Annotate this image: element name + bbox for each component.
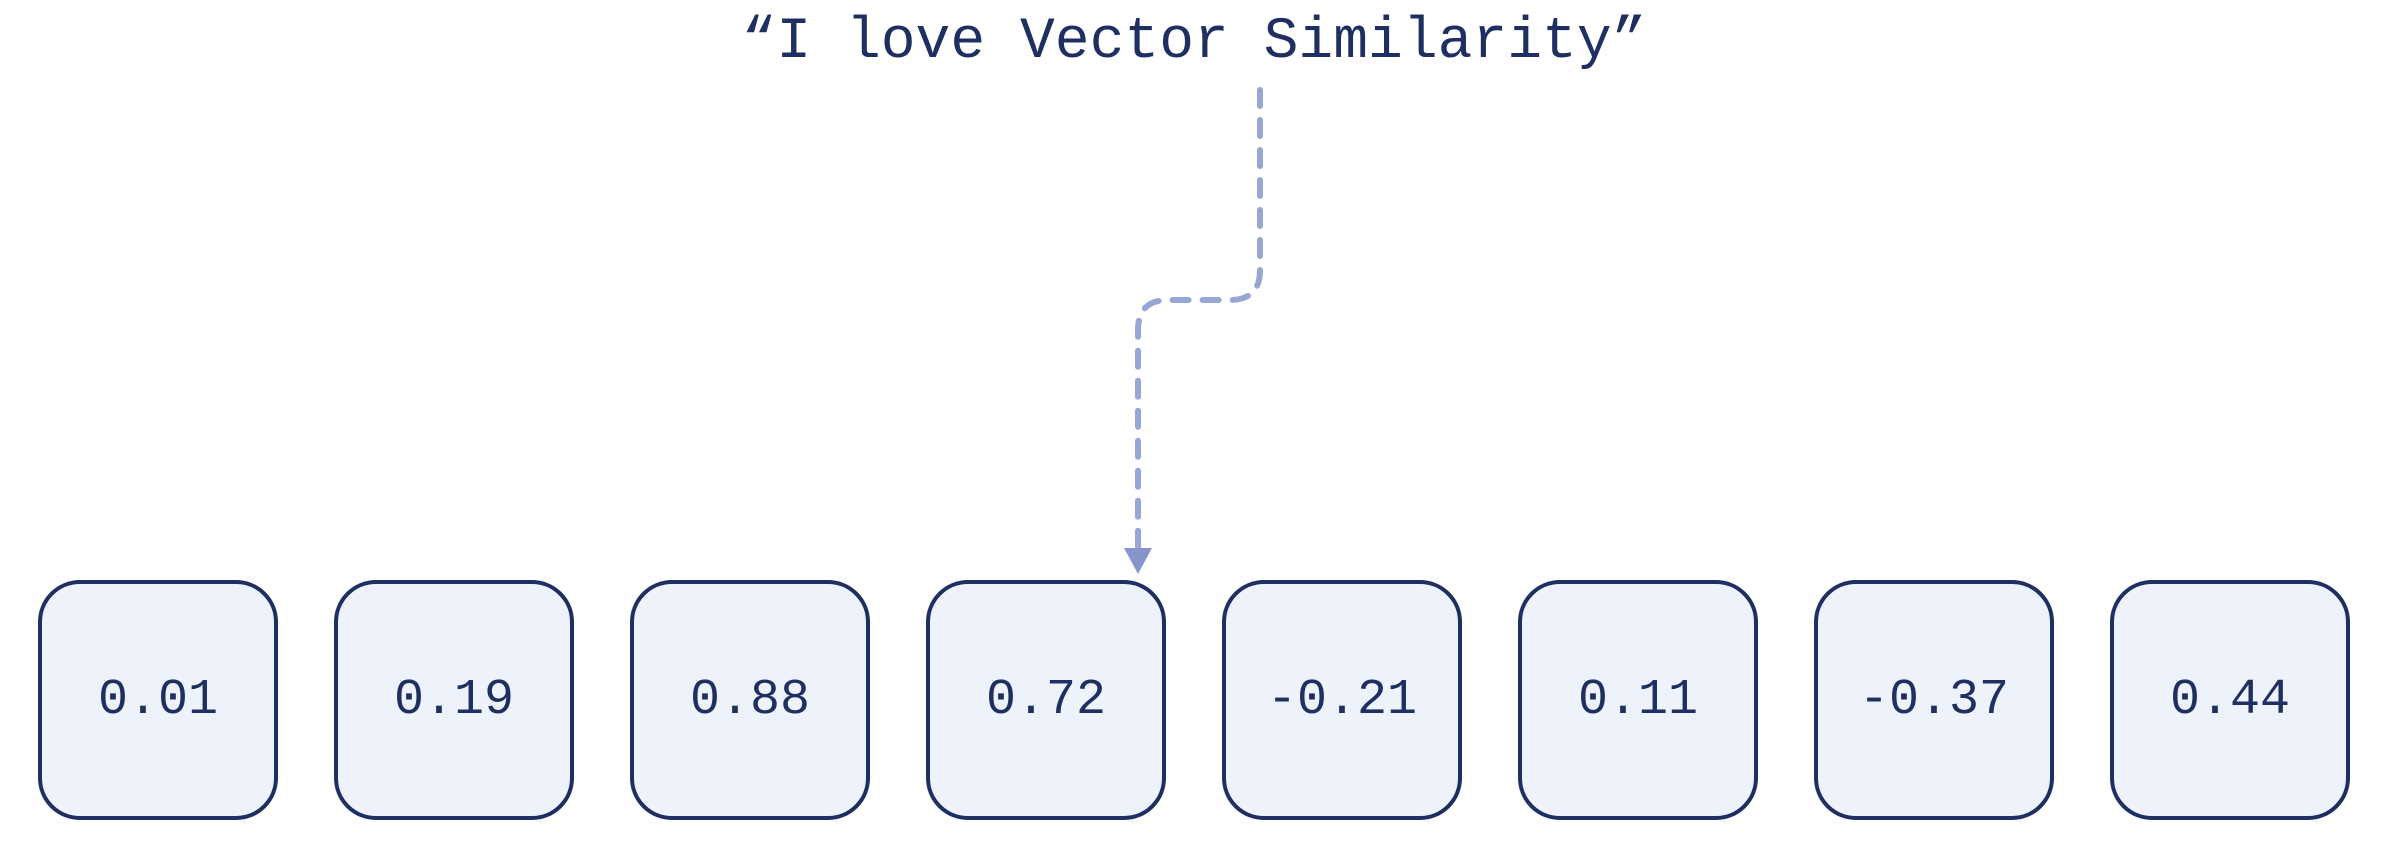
vector-cell: 0.72 xyxy=(926,580,1166,820)
vector-cell: 0.01 xyxy=(38,580,278,820)
vector-value: 0.11 xyxy=(1578,672,1698,729)
vector-value: 0.72 xyxy=(986,672,1106,729)
vector-row: 0.01 0.19 0.88 0.72 -0.21 0.11 -0.37 0.44 xyxy=(0,580,2388,820)
vector-value: -0.21 xyxy=(1267,672,1417,729)
vector-value: 0.19 xyxy=(394,672,514,729)
embedding-arrow-head xyxy=(1124,548,1152,574)
vector-cell: 0.44 xyxy=(2110,580,2350,820)
vector-cell: 0.11 xyxy=(1518,580,1758,820)
vector-value: 0.01 xyxy=(98,672,218,729)
vector-cell: 0.88 xyxy=(630,580,870,820)
vector-cell: -0.37 xyxy=(1814,580,2054,820)
vector-value: 0.88 xyxy=(690,672,810,729)
vector-value: 0.44 xyxy=(2170,672,2290,729)
vector-cell: 0.19 xyxy=(334,580,574,820)
embedding-arrow-path xyxy=(1138,90,1260,548)
vector-value: -0.37 xyxy=(1859,672,2009,729)
vector-cell: -0.21 xyxy=(1222,580,1462,820)
